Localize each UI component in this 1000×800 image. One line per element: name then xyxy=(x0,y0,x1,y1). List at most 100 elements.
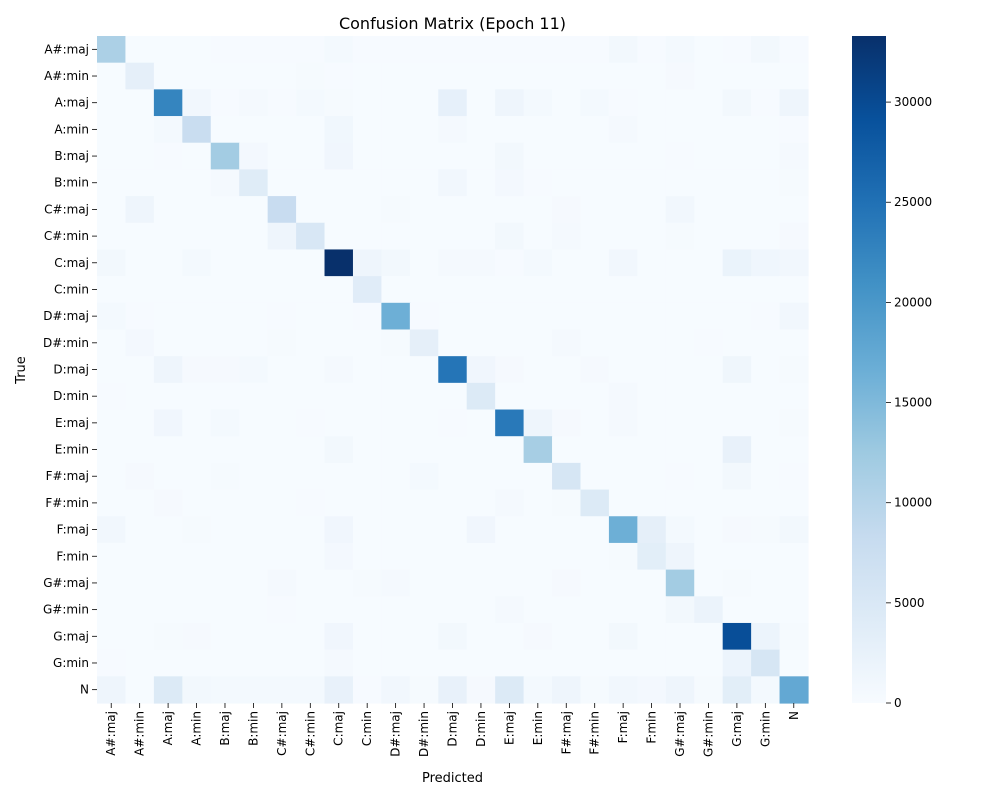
heatmap-cell xyxy=(352,542,382,571)
heatmap-cell xyxy=(523,649,553,677)
heatmap-cell xyxy=(665,382,695,411)
heatmap-cell xyxy=(751,89,781,117)
heatmap-cell xyxy=(523,356,553,384)
heatmap-cell xyxy=(239,409,269,437)
heatmap-cell xyxy=(296,249,326,277)
heatmap-cell xyxy=(352,169,382,197)
heatmap-cell xyxy=(97,329,127,357)
heatmap-cell xyxy=(608,302,638,331)
heatmap-cell xyxy=(210,489,240,517)
heatmap-cell xyxy=(239,169,269,197)
heatmap-cell xyxy=(552,222,582,251)
heatmap-cell xyxy=(352,622,382,651)
heatmap-cell xyxy=(779,436,809,464)
heatmap-cell xyxy=(495,36,525,64)
heatmap-cell xyxy=(153,302,183,331)
colorbar-tick-label: 5000 xyxy=(894,596,925,610)
heatmap-cell xyxy=(409,249,439,277)
heatmap-cell xyxy=(665,222,695,251)
heatmap-cell xyxy=(210,516,240,544)
heatmap-cell xyxy=(381,276,411,304)
heatmap-cell xyxy=(324,596,354,624)
y-tick-label: D:min xyxy=(53,389,89,403)
heatmap-cell xyxy=(580,222,610,251)
y-tick-label: A:min xyxy=(54,122,89,136)
heatmap-cell xyxy=(409,649,439,677)
heatmap-cell xyxy=(409,409,439,437)
heatmap-cell xyxy=(182,276,212,304)
heatmap-cell xyxy=(409,569,439,597)
heatmap-cell xyxy=(466,356,496,384)
heatmap-cell xyxy=(580,569,610,597)
heatmap-cell xyxy=(267,169,297,197)
heatmap-cell xyxy=(97,89,127,117)
heatmap-cell xyxy=(324,196,354,224)
heatmap-cell xyxy=(267,516,297,544)
heatmap-cell xyxy=(210,382,240,411)
heatmap-cell xyxy=(466,329,496,357)
heatmap-cell xyxy=(637,276,667,304)
heatmap-cell xyxy=(267,676,297,704)
heatmap-cell xyxy=(352,409,382,437)
x-tick-label: F:maj xyxy=(616,711,630,743)
heatmap-cell xyxy=(495,169,525,197)
y-tick-label: G#:maj xyxy=(43,576,89,590)
heatmap-cell xyxy=(779,222,809,251)
heatmap-cell xyxy=(97,516,127,544)
x-tick-label: B:min xyxy=(246,711,260,746)
heatmap-cell xyxy=(210,116,240,144)
heatmap-cell xyxy=(182,356,212,384)
heatmap-cell xyxy=(552,569,582,597)
heatmap-cell xyxy=(210,596,240,624)
y-tick-label: C#:min xyxy=(44,229,89,243)
heatmap-cell xyxy=(381,62,411,90)
heatmap-cell xyxy=(722,356,752,384)
heatmap-cell xyxy=(125,409,155,437)
heatmap-cell xyxy=(296,62,326,90)
heatmap-cell xyxy=(352,222,382,251)
heatmap-cell xyxy=(580,622,610,651)
heatmap-cell xyxy=(722,569,752,597)
heatmap-cell xyxy=(552,196,582,224)
heatmap-cell xyxy=(779,329,809,357)
heatmap-cell xyxy=(409,169,439,197)
heatmap-cell xyxy=(580,169,610,197)
y-tick-label: F:maj xyxy=(57,523,89,537)
heatmap-cell xyxy=(580,116,610,144)
heatmap-cell xyxy=(722,676,752,704)
heatmap-cell xyxy=(381,489,411,517)
heatmap-cell xyxy=(779,596,809,624)
heatmap-cell xyxy=(267,409,297,437)
heatmap-cell xyxy=(125,89,155,117)
heatmap-cell xyxy=(694,462,724,491)
heatmap-cell xyxy=(665,436,695,464)
heatmap-cell xyxy=(665,676,695,704)
heatmap-cell xyxy=(409,142,439,170)
heatmap-cell xyxy=(665,462,695,491)
heatmap-cell xyxy=(239,622,269,651)
heatmap-cell xyxy=(125,462,155,491)
heatmap-cell xyxy=(495,489,525,517)
heatmap-cell xyxy=(495,116,525,144)
heatmap-cell xyxy=(409,116,439,144)
heatmap-cell xyxy=(722,276,752,304)
heatmap-cell xyxy=(409,356,439,384)
heatmap-cell xyxy=(665,302,695,331)
heatmap-cell xyxy=(637,542,667,571)
heatmap-cell xyxy=(409,436,439,464)
x-tick-label: A:min xyxy=(190,711,204,746)
heatmap-cell xyxy=(722,436,752,464)
heatmap-cell xyxy=(523,302,553,331)
heatmap-cell xyxy=(267,436,297,464)
heatmap-cell xyxy=(722,649,752,677)
heatmap-cell xyxy=(694,676,724,704)
heatmap-cell xyxy=(267,329,297,357)
heatmap-cell xyxy=(182,542,212,571)
heatmap-cell xyxy=(523,489,553,517)
heatmap-cell xyxy=(125,382,155,411)
heatmap-cell xyxy=(324,89,354,117)
heatmap-cell xyxy=(665,169,695,197)
heatmap-cell xyxy=(637,436,667,464)
x-tick-label: C#:min xyxy=(303,711,317,756)
heatmap-cell xyxy=(381,569,411,597)
